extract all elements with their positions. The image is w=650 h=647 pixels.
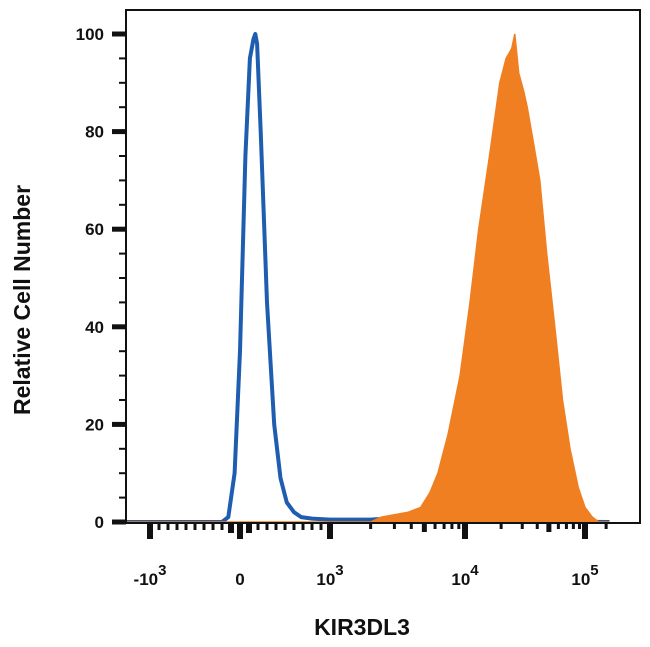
- y-major-tick: [112, 226, 126, 232]
- x-minor-tick: [520, 523, 524, 529]
- x-minor-tick: [228, 523, 234, 533]
- x-minor-tick: [319, 523, 323, 530]
- x-minor-tick: [283, 523, 287, 530]
- y-major-tick: [112, 129, 126, 135]
- y-tick-label: 100: [76, 25, 104, 44]
- y-tick-label: 40: [85, 318, 104, 337]
- x-minor-tick: [535, 523, 539, 529]
- y-axis-label: Relative Cell Number: [9, 185, 35, 415]
- x-minor-tick: [193, 523, 197, 530]
- series-isotype-control-line: [123, 32, 610, 524]
- y-tick-label: 20: [85, 415, 104, 434]
- x-minor-tick: [499, 523, 503, 529]
- x-minor-tick: [246, 523, 252, 533]
- x-minor-tick: [604, 523, 608, 529]
- plot-frame: [125, 9, 641, 524]
- x-minor-tick: [578, 523, 582, 529]
- x-minor-tick: [220, 523, 224, 530]
- y-major-tick: [112, 519, 126, 525]
- x-minor-tick: [409, 523, 413, 529]
- x-tick-label: -103: [134, 562, 167, 589]
- y-major-tick: [112, 31, 126, 37]
- x-minor-tick: [392, 523, 396, 529]
- x-minor-tick: [274, 523, 278, 530]
- x-minor-tick: [457, 523, 461, 529]
- x-minor-tick: [571, 523, 575, 529]
- y-tick-label: 80: [85, 123, 104, 142]
- x-minor-tick: [175, 523, 179, 530]
- x-major-tick: [582, 523, 588, 539]
- x-minor-tick: [369, 523, 373, 529]
- x-tick-label: 104: [451, 562, 479, 589]
- x-major-tick: [147, 523, 153, 539]
- x-major-tick: [462, 523, 468, 539]
- x-minor-tick: [421, 523, 427, 532]
- x-minor-tick: [546, 523, 552, 532]
- x-axis-label: KIR3DL3: [314, 614, 410, 640]
- y-major-tick: [112, 324, 126, 330]
- x-minor-tick: [433, 523, 437, 529]
- x-minor-tick: [157, 523, 161, 530]
- x-minor-tick: [556, 523, 560, 529]
- x-minor-tick: [442, 523, 446, 529]
- x-minor-tick: [310, 523, 314, 530]
- x-minor-tick: [256, 523, 260, 530]
- x-major-tick: [237, 523, 243, 539]
- x-minor-tick: [450, 523, 454, 529]
- series-kir3dl3-area: [123, 33, 610, 523]
- y-tick-label: 60: [85, 220, 104, 239]
- x-minor-tick: [184, 523, 188, 530]
- x-tick-label: 105: [571, 562, 598, 589]
- x-minor-tick: [211, 523, 215, 530]
- x-minor-tick: [292, 523, 296, 530]
- x-minor-tick: [202, 523, 206, 530]
- x-major-tick: [327, 523, 333, 539]
- x-minor-tick: [166, 523, 170, 530]
- y-tick-label: 0: [95, 513, 104, 532]
- x-minor-tick: [564, 523, 568, 529]
- y-major-tick: [112, 421, 126, 427]
- x-tick-label: 0: [235, 570, 244, 589]
- x-tick-label: 103: [316, 562, 343, 589]
- x-minor-tick: [265, 523, 269, 530]
- x-minor-tick: [301, 523, 305, 530]
